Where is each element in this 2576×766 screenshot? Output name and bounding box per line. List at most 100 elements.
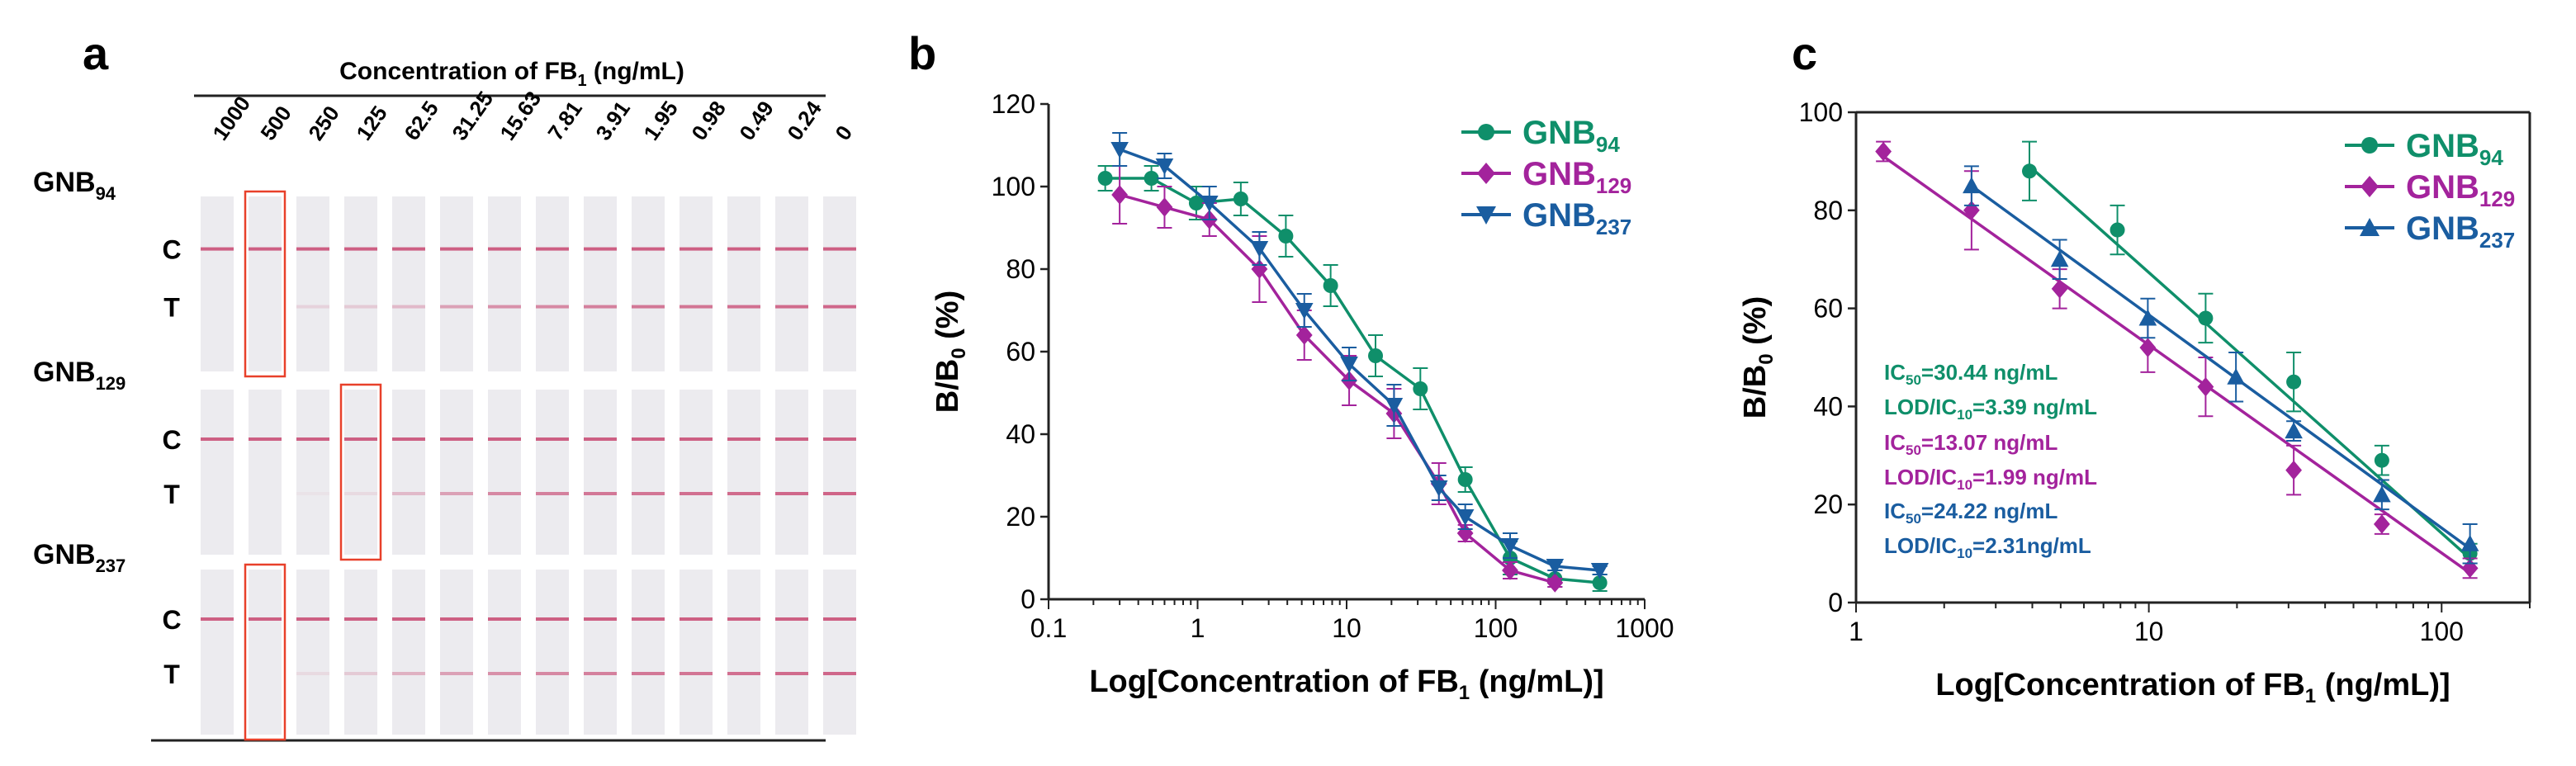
data-point — [2198, 310, 2214, 326]
test-strip — [392, 196, 425, 371]
test-line — [536, 672, 569, 675]
test-line — [584, 672, 617, 675]
test-line — [632, 492, 665, 495]
control-line — [440, 617, 473, 621]
control-line — [823, 437, 856, 441]
control-line — [536, 437, 569, 441]
data-point — [2022, 163, 2037, 179]
test-strip — [344, 390, 377, 555]
x-tick-label: 10 — [1332, 613, 1361, 643]
control-line — [296, 437, 329, 441]
y-tick-label: 20 — [1813, 489, 1843, 519]
test-line — [296, 672, 329, 675]
y-tick-label: 40 — [1813, 391, 1843, 421]
test-strip — [775, 196, 808, 371]
data-point — [2285, 460, 2303, 480]
test-line — [823, 305, 856, 309]
test-strip — [823, 196, 856, 371]
y-tick-label: 20 — [1006, 502, 1035, 532]
control-line — [201, 437, 234, 441]
test-strip — [632, 570, 665, 735]
test-strip — [727, 390, 760, 555]
control-line — [823, 617, 856, 621]
control-line — [775, 247, 808, 251]
test-line — [344, 305, 377, 309]
series-line — [1105, 177, 1600, 584]
test-strip — [296, 196, 329, 371]
test-strip — [344, 570, 377, 735]
test-strip — [488, 570, 521, 735]
ic50-annotation: IC50=13.07 ng/mL — [1884, 430, 2057, 458]
test-line — [344, 672, 377, 675]
test-line — [680, 492, 713, 495]
test-line — [440, 492, 473, 495]
y-axis-label: B/B0 (%) — [1738, 296, 1778, 418]
row-label: GNB94 — [33, 167, 116, 204]
legend-label: GNB94 — [1522, 115, 1620, 157]
x-axis-label: Log[Concentration of FB1 (ng/mL)] — [1089, 664, 1603, 704]
test-strip — [680, 390, 713, 555]
fit-line — [1970, 184, 2471, 551]
control-line — [201, 617, 234, 621]
data-point — [2374, 452, 2389, 468]
test-strip — [536, 390, 569, 555]
data-point — [2460, 534, 2479, 551]
highlight-box — [339, 383, 382, 561]
test-strip — [296, 390, 329, 555]
panel-a-letter: a — [83, 27, 109, 79]
control-line — [488, 617, 521, 621]
legend-label: GNB129 — [2406, 169, 2515, 211]
test-line — [392, 305, 425, 309]
control-line-label: C — [162, 605, 181, 635]
data-point — [1457, 472, 1473, 487]
test-strip — [632, 390, 665, 555]
panel-a-strips: Concentration of FB1 (ng/mL) 1000 500 250 1… — [33, 58, 857, 742]
legend-label: GNB237 — [2406, 210, 2515, 253]
test-strip — [536, 570, 569, 735]
concentration-label: 500 — [255, 102, 296, 145]
legend-label: GNB129 — [1522, 156, 1631, 198]
control-line — [440, 437, 473, 441]
test-line — [584, 305, 617, 309]
test-strip — [775, 390, 808, 555]
panel-b-letter: b — [908, 27, 936, 79]
data-point — [1188, 196, 1204, 210]
data-point — [1546, 559, 1565, 575]
control-line — [344, 437, 377, 441]
data-point — [1413, 381, 1428, 396]
test-line — [536, 492, 569, 495]
data-point — [1250, 241, 1269, 258]
x-tick-label: 0.1 — [1030, 613, 1067, 643]
x-tick-label: 10 — [2134, 617, 2164, 646]
test-line — [488, 305, 521, 309]
data-point — [2461, 558, 2479, 579]
data-point — [1295, 325, 1313, 345]
test-strip — [440, 196, 473, 371]
test-line — [632, 305, 665, 309]
control-line — [680, 617, 713, 621]
y-axis-label: B/B0 (%) — [930, 291, 970, 413]
test-line — [488, 492, 521, 495]
ic50-annotation: IC50=24.22 ng/mL — [1884, 499, 2057, 527]
test-line — [775, 672, 808, 675]
panel-b-chart: 0 20 40 60 80 100 120 0.1 1 10 100 1000 Log[Concentr… — [930, 89, 1674, 704]
test-line — [296, 492, 329, 495]
control-line — [680, 437, 713, 441]
data-point — [1477, 163, 1495, 184]
y-tick-label: 120 — [992, 89, 1035, 119]
test-line — [727, 672, 760, 675]
panel-a-header: Concentration of FB1 (ng/mL) — [339, 58, 684, 90]
data-point — [2139, 338, 2157, 357]
concentration-label: 3.91 — [590, 97, 635, 145]
data-point — [1456, 509, 1475, 526]
data-point — [2361, 137, 2378, 154]
control-line — [680, 247, 713, 251]
data-point — [1323, 278, 1338, 293]
y-tick-label: 100 — [1799, 97, 1843, 127]
concentration-label: 1.95 — [638, 97, 683, 145]
test-strip — [392, 570, 425, 735]
concentration-label: 0 — [830, 121, 857, 144]
data-point — [1429, 480, 1448, 497]
control-line — [488, 437, 521, 441]
